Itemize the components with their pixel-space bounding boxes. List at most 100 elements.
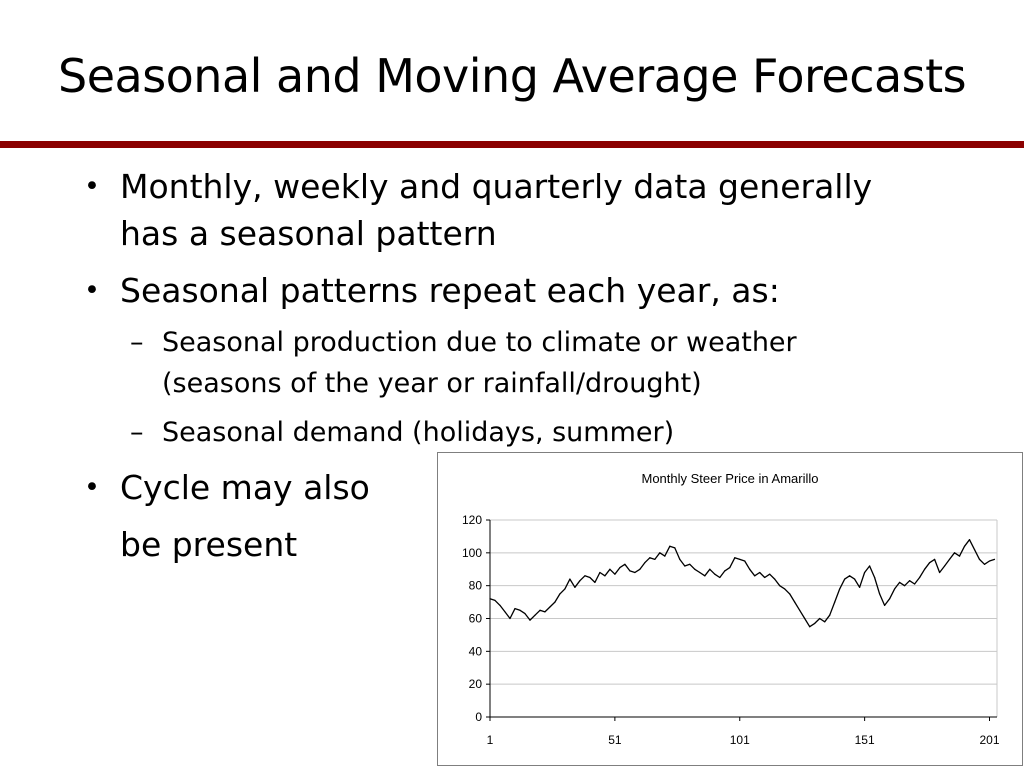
price-data-point [958,555,961,557]
price-data-point [594,581,596,583]
bullet-text: has a seasonal pattern [120,214,497,253]
price-data-point [599,571,601,574]
bullet-icon: • [84,472,100,503]
x-tick-label: 101 [730,733,750,747]
price-data-point [619,567,621,569]
price-data-point [724,570,726,572]
price-data-point [894,588,896,590]
price-data-point [799,609,801,611]
price-data-point [903,585,906,587]
y-tick-label: 80 [469,579,483,593]
bullet-text: be present [120,525,298,564]
title-divider [0,141,1024,148]
chart-gridlines [490,519,997,685]
y-tick-label: 0 [475,710,482,724]
price-data-point [759,571,761,574]
slide-title: Seasonal and Moving Average Forecasts [58,49,967,103]
price-data-point [918,576,921,579]
price-data-point [584,575,586,577]
price-data-point [908,580,911,582]
price-data-point [943,565,946,567]
price-data-point [704,575,706,577]
price-data-point [714,573,716,575]
price-data-point [794,601,796,603]
price-data-point [744,560,746,562]
y-tick-label: 60 [469,612,483,626]
price-data-point [549,606,551,608]
sub-bullet-text: Seasonal demand (holidays, summer) [162,417,675,448]
price-data-point [749,568,751,570]
price-data-point [829,614,831,616]
sub-bullet-text: Seasonal production due to climate or we… [162,327,797,358]
price-data-point [884,604,886,606]
price-data-point [554,601,556,603]
price-data-point [689,563,691,565]
dash-icon: – [130,417,144,448]
price-data-point [923,568,926,570]
price-data-point [839,588,841,590]
price-data-point [879,593,881,595]
price-data-point [844,578,846,580]
price-data-point [834,601,836,603]
y-tick-label: 100 [462,546,482,560]
chart-axes [486,519,998,721]
price-data-point [659,552,661,554]
price-data-point [734,557,736,559]
price-data-point [928,562,931,564]
price-data-point [609,568,611,570]
price-data-point [674,547,676,549]
price-data-point [494,599,496,602]
price-data-point [579,580,581,582]
price-data-point [769,573,771,575]
price-data-point [679,558,681,560]
price-data-point [564,588,566,590]
price-data-point [814,622,816,625]
price-data-point [849,575,851,577]
price-data-point [784,588,786,590]
bullet-text: Monthly, weekly and quarterly data gener… [120,167,873,206]
price-data-point [973,548,976,551]
price-data-point [948,558,951,560]
price-data-point [559,593,561,595]
price-data-point [779,585,781,587]
price-data-point [509,617,511,620]
steer-price-chart: Monthly Steer Price in Amarillo 0 20 40 60 8… [437,452,1023,766]
price-data-point [898,581,901,583]
price-data-point [709,568,711,570]
price-data-point [913,583,916,585]
price-data-point [534,614,536,616]
price-data-point [654,558,656,560]
price-data-point [978,558,981,560]
price-data-point [639,568,641,570]
price-data-point [953,552,956,554]
price-data-point [574,586,576,588]
price-data-point [644,562,646,564]
price-data-point [869,565,871,567]
price-data-point [719,576,721,579]
price-data-point [539,609,541,611]
price-data-point [968,539,971,541]
price-data-point [669,545,671,547]
chart-title: Monthly Steer Price in Amarillo [641,471,818,486]
price-data-point [664,555,666,557]
price-data-point [569,578,571,580]
price-data-point [544,611,546,613]
price-data-point [529,619,531,621]
bullet-icon: • [84,275,100,306]
price-data-point [983,563,986,565]
x-tick-label: 151 [855,733,875,747]
x-tick-label: 1 [487,733,494,747]
x-tick-label: 51 [608,733,622,747]
bullet-text: Seasonal patterns repeat each year, as: [120,271,780,310]
x-tick-label: 201 [979,733,999,747]
price-data-point [489,598,491,600]
price-data-point [684,565,686,567]
price-data-point [524,612,526,615]
price-data-point [589,576,591,579]
y-tick-label: 120 [462,513,482,527]
price-data-point [988,560,991,562]
price-data-point [993,558,996,560]
price-data-point [694,568,696,570]
price-data-point [864,571,866,574]
price-series-line [489,539,995,628]
